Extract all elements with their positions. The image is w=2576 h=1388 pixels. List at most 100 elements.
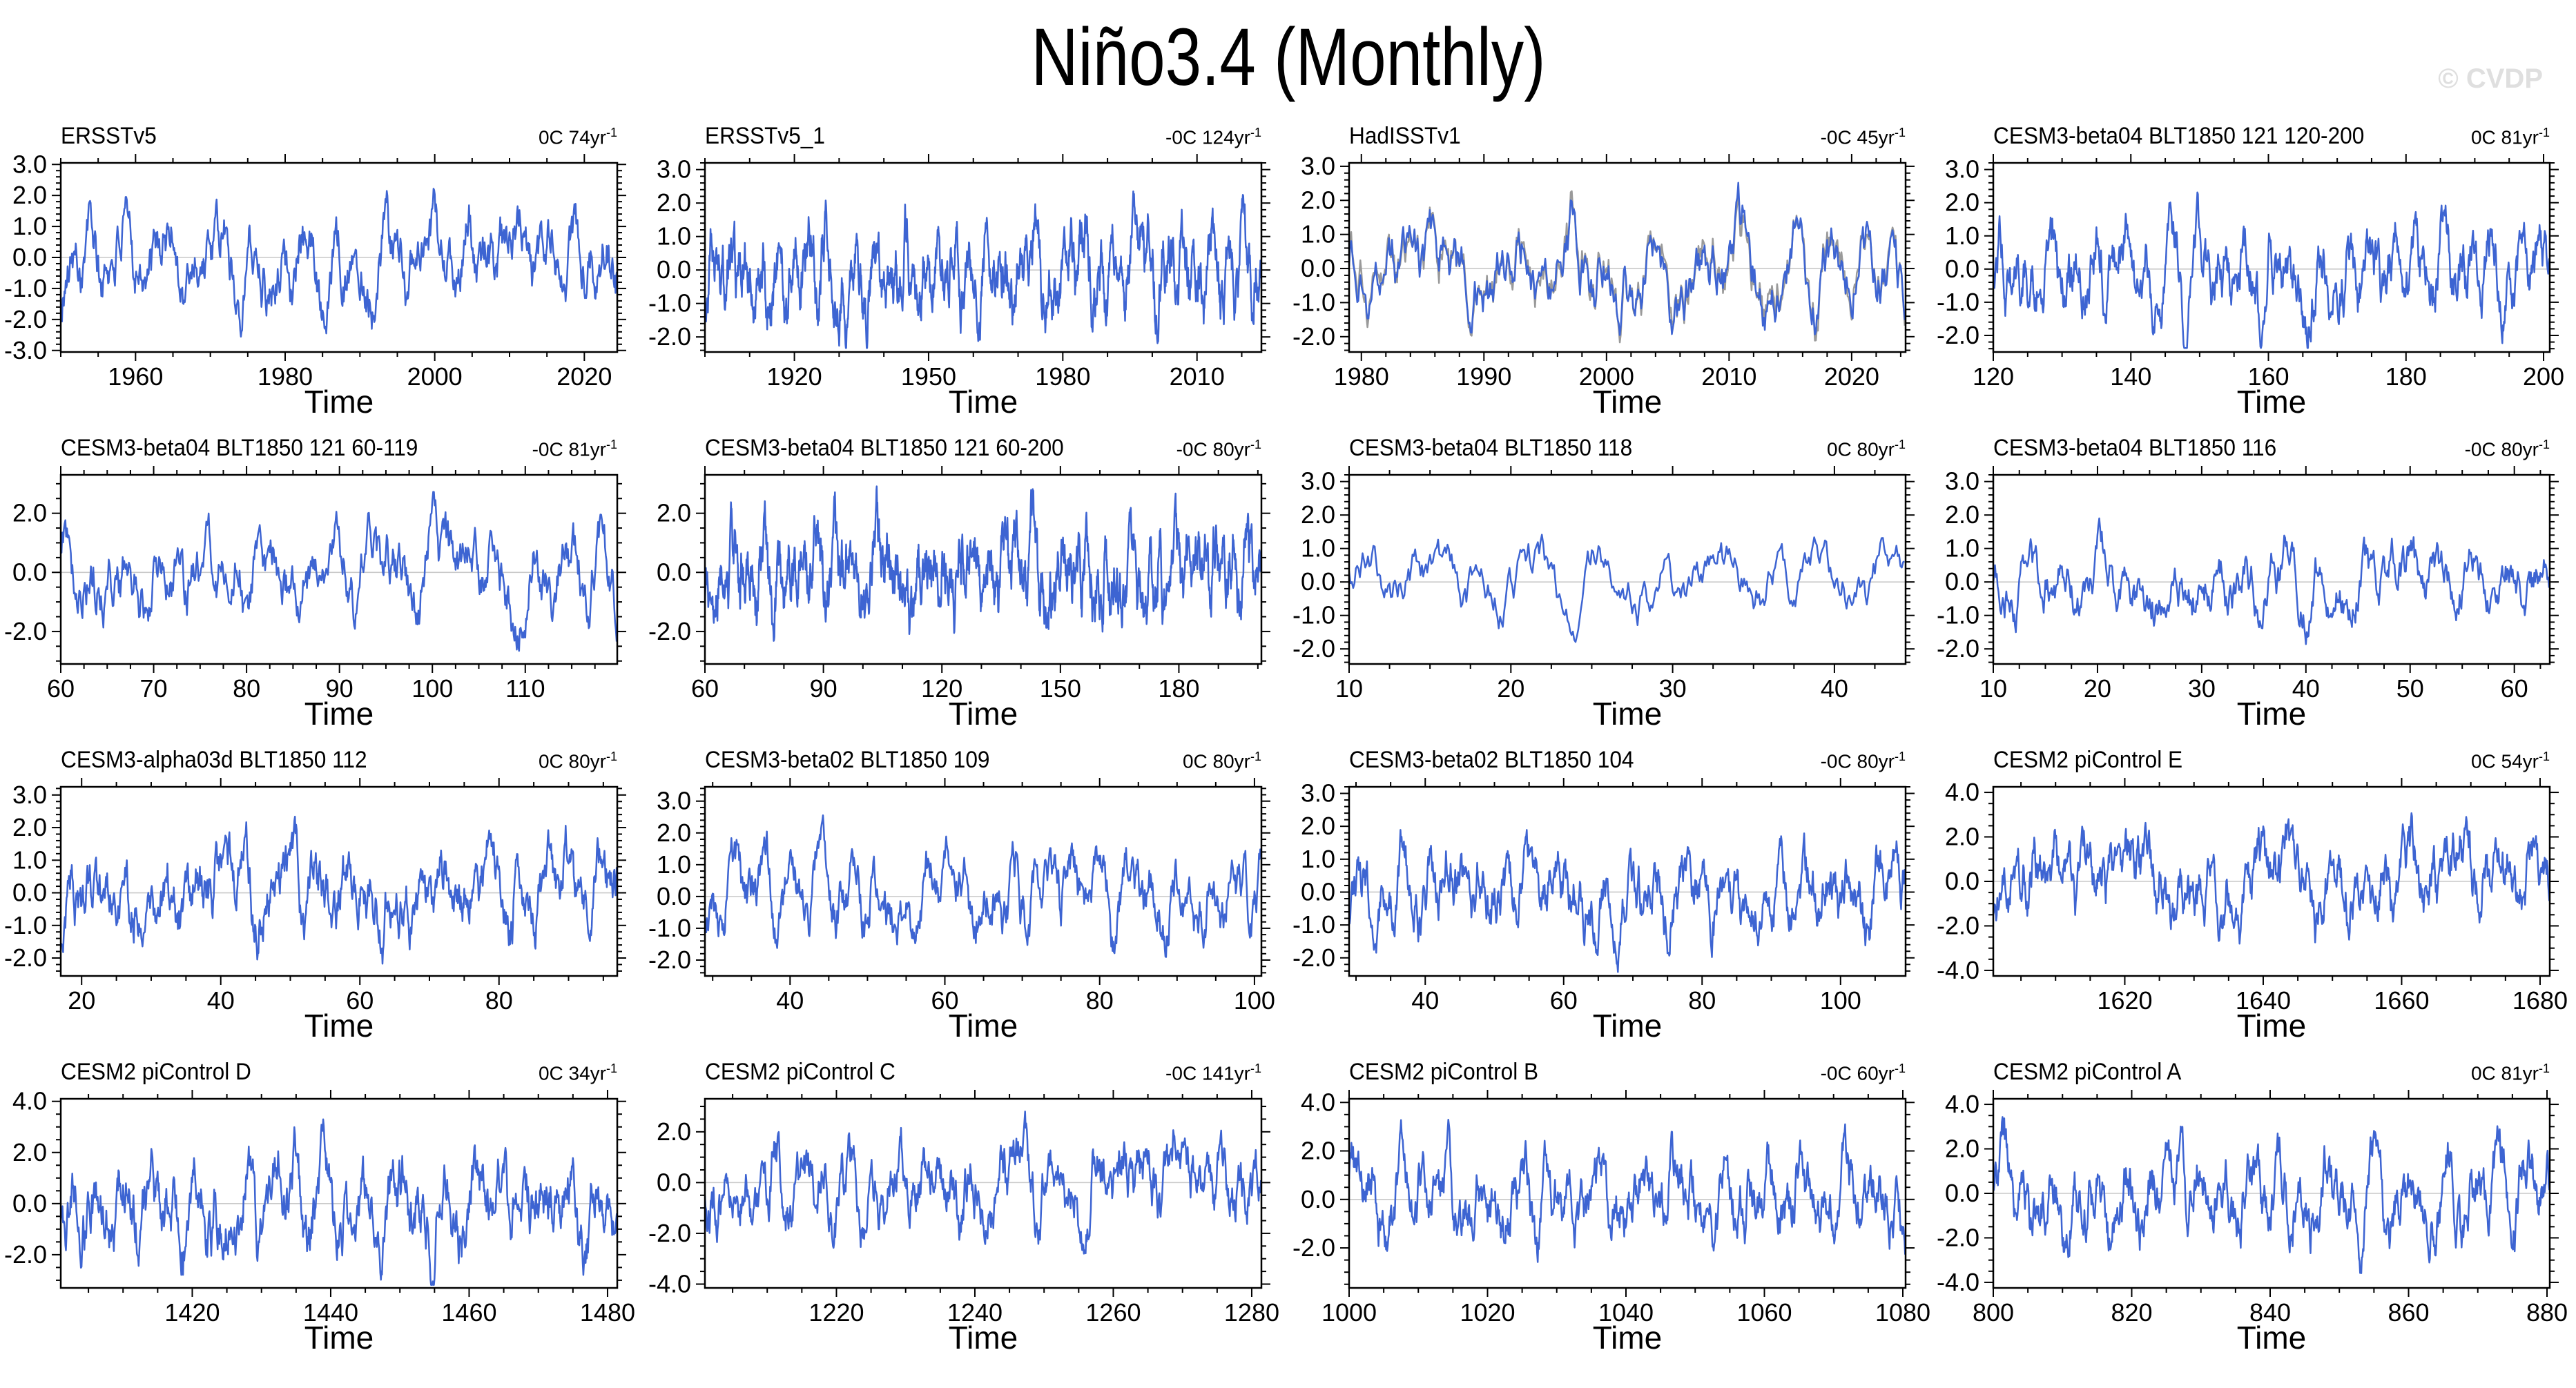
panel-title: CESM3-beta04 BLT1850 121 120-200	[1993, 123, 2365, 149]
y-tick-label: 0.0	[1945, 867, 1979, 895]
y-tick-label: 4.0	[1301, 1088, 1335, 1116]
x-axis-title: Time	[2236, 1320, 2307, 1356]
panel-title: CESM3-beta02 BLT1850 104	[1349, 747, 1634, 773]
x-tick-label: 2000	[1579, 362, 1634, 388]
y-tick-label: -2.0	[4, 305, 47, 333]
x-tick-label: 30	[1659, 674, 1687, 700]
trend-exponent: -1	[2538, 749, 2550, 763]
x-tick-label: 1080	[1875, 1298, 1930, 1324]
plot-svg: 60 90 120 150 180 2.0 0.0 -2.0	[648, 466, 1270, 700]
y-tick-label: 1.0	[657, 850, 691, 879]
y-tick-label: -2.0	[1937, 1223, 1979, 1251]
plot-svg: 1420 1440 1460 1480 4.0 2.0 0.0 -2.0	[4, 1088, 635, 1324]
panel-header: ERSSTv5_1 -0C 124yr-1	[705, 105, 1261, 152]
panel-cesm3-beta04-blt1850-121-60-119: CESM3-beta04 BLT1850 121 60-119 -0C 81yr…	[0, 417, 644, 730]
trend-exponent: -1	[1250, 1061, 1261, 1075]
panel-header: CESM3-beta04 BLT1850 116 -0C 80yr-1	[1993, 417, 2550, 464]
y-tick-label: 3.0	[12, 152, 47, 178]
x-tick-label: 60	[1550, 986, 1578, 1012]
x-tick-label: 180	[1158, 674, 1199, 700]
panel-cesm2-picontrol-d: CESM2 piControl D 0C 34yr-1 1420 1440 1460…	[0, 1041, 644, 1353]
x-tick-label: 880	[2526, 1298, 2568, 1324]
x-tick-label: 10	[1335, 674, 1363, 700]
x-tick-label: 1480	[580, 1298, 635, 1324]
plot-box	[59, 785, 619, 977]
series-line	[705, 485, 1261, 642]
x-tick-label: 1960	[108, 362, 163, 388]
x-tick-label: 60	[47, 674, 75, 700]
panel-title: CESM3-alpha03d BLT1850 112	[61, 747, 367, 773]
y-tick-label: -1.0	[648, 289, 691, 317]
trend-annotation: -0C 80yr-1	[1176, 438, 1261, 460]
trend-annotation: -0C 80yr-1	[1821, 750, 1906, 772]
trend-exponent: -1	[606, 125, 617, 139]
y-tick-label: -2.0	[1292, 1233, 1335, 1262]
x-axis-title: Time	[948, 696, 1018, 732]
plot-box	[1348, 473, 1907, 665]
y-tick-label: -1.0	[4, 274, 47, 302]
trend-exponent: -1	[1894, 1061, 1906, 1075]
y-tick-label: 1.0	[12, 845, 47, 874]
plot-svg: 10 20 30 40 3.0 2.0 1.0 0.0 -1.0 -2.0	[1292, 466, 1915, 700]
x-axis-title: Time	[304, 384, 374, 420]
panel-header: HadISSTv1 -0C 45yr-1	[1349, 105, 1906, 152]
series-line	[1349, 182, 1906, 336]
plot-svg: 800 820 840 860 880 4.0 2.0 0.0 -2.0 -4.0	[1937, 1090, 2568, 1324]
x-axis-title: Time	[2236, 384, 2307, 420]
trend-exponent: -1	[2538, 125, 2550, 139]
series-line	[1993, 1116, 2550, 1274]
y-tick-label: 2.0	[1301, 186, 1335, 214]
panel-header: CESM3-beta04 BLT1850 121 60-119 -0C 81yr…	[61, 417, 617, 464]
y-tick-label: -4.0	[648, 1269, 691, 1298]
y-tick-label: 0.0	[1301, 567, 1335, 596]
y-tick-label: 2.0	[1945, 823, 1979, 851]
trend-value: 0C 80yr	[1826, 438, 1895, 460]
plot-svg: 1620 1640 1660 1680 4.0 2.0 0.0 -2.0 -4.0	[1937, 778, 2568, 1012]
panel-cesm3-beta04-blt1850-121-120-200: CESM3-beta04 BLT1850 121 120-200 0C 81yr…	[1933, 105, 2576, 420]
plot-box	[1992, 473, 2551, 665]
panel-cesm2-picontrol-a: CESM2 piControl A 0C 81yr-1 800 820 840 860…	[1933, 1041, 2576, 1353]
x-tick-label: 1920	[767, 362, 822, 388]
plot-svg: 40 60 80 100 3.0 2.0 1.0 0.0 -1.0 -2.0	[1292, 778, 1915, 1012]
x-axis-title: Time	[2236, 1008, 2307, 1044]
trend-annotation: 0C 34yr-1	[539, 1062, 617, 1084]
series-line	[61, 815, 617, 965]
y-tick-label: 0.0	[12, 558, 47, 586]
y-tick-label: 0.0	[12, 879, 47, 907]
y-tick-label: 1.0	[1301, 220, 1335, 248]
x-tick-label: 1260	[1085, 1298, 1141, 1324]
series-line	[705, 190, 1261, 349]
y-tick-label: -2.0	[4, 617, 47, 645]
cvdp-watermark: © CVDP	[2438, 63, 2543, 94]
y-tick-label: 1.0	[1301, 534, 1335, 563]
panel-title: CESM3-beta04 BLT1850 118	[1349, 435, 1633, 461]
y-tick-label: -2.0	[1937, 911, 1979, 939]
series-line	[1349, 534, 1905, 643]
panel-title: CESM2 piControl B	[1349, 1059, 1539, 1085]
y-tick-label: 2.0	[657, 819, 691, 847]
panel-title: CESM3-beta04 BLT1850 116	[1993, 435, 2277, 461]
trend-exponent: -1	[606, 1061, 617, 1075]
x-tick-label: 60	[2501, 674, 2528, 700]
panel-ersstv5: ERSSTv5 0C 74yr-1 1960 1980 2000 2020 3.0 2.0…	[0, 105, 644, 420]
y-tick-label: 2.0	[657, 188, 691, 217]
plot-box	[1992, 162, 2551, 353]
trend-exponent: -1	[1250, 125, 1261, 139]
panel-title: CESM2 piControl A	[1993, 1059, 2182, 1085]
x-tick-label: 1000	[1321, 1298, 1377, 1324]
plot-box	[1348, 162, 1907, 353]
y-tick-label: -2.0	[1292, 944, 1335, 972]
y-tick-label: -1.0	[1937, 601, 1979, 629]
x-tick-label: 2020	[556, 362, 612, 388]
panel-header: CESM2 piControl E 0C 54yr-1	[1993, 729, 2550, 776]
x-tick-label: 1220	[808, 1298, 864, 1324]
x-tick-label: 40	[1821, 674, 1848, 700]
trend-annotation: 0C 74yr-1	[539, 126, 617, 148]
x-axis-title: Time	[1592, 1320, 1663, 1356]
y-tick-label: -1.0	[1292, 910, 1335, 939]
panel-cesm3-beta04-blt1850-118: CESM3-beta04 BLT1850 118 0C 80yr-1 10 20 3…	[1288, 417, 1933, 730]
x-tick-label: 1240	[947, 1298, 1003, 1324]
y-tick-label: -2.0	[1292, 634, 1335, 663]
y-tick-label: 0.0	[1301, 877, 1335, 906]
y-tick-label: -3.0	[4, 336, 47, 364]
